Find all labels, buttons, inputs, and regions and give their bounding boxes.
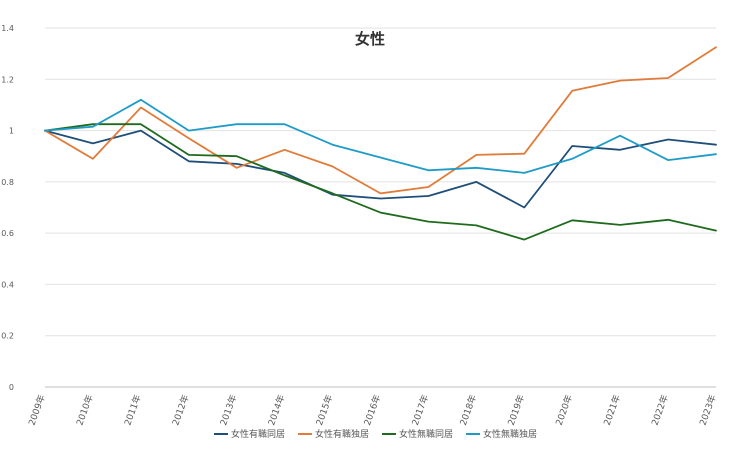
x-tick-label: 2014年 xyxy=(265,393,287,427)
x-tick-label: 2020年 xyxy=(553,393,575,427)
y-tick-label: 1.2 xyxy=(1,75,14,84)
x-tick-label: 2009年 xyxy=(26,393,48,427)
y-tick-label: 0.4 xyxy=(1,280,14,289)
x-axis-ticks: 2009年 2010年 2011年 2012年 2013年 2014年 2015年 2016年… xyxy=(26,393,719,427)
x-tick-label: 2016年 xyxy=(361,393,383,427)
legend: 女性有職同居 女性有職独居 女性無職同居 女性無職独居 xyxy=(214,428,537,440)
y-tick-label: 1 xyxy=(9,127,14,136)
x-tick-label: 2015年 xyxy=(313,393,335,427)
y-tick-label: 0.8 xyxy=(1,178,14,187)
series-line-3 xyxy=(44,98,717,174)
x-tick-label: 2013年 xyxy=(217,393,239,427)
x-tick-label: 2023年 xyxy=(697,393,719,427)
y-tick-label: 0.2 xyxy=(1,332,14,341)
chart-title: 女性 xyxy=(355,30,385,48)
legend-label: 女性有職同居 xyxy=(231,428,285,440)
x-tick-label: 2019年 xyxy=(505,393,527,427)
legend-label: 女性有職独居 xyxy=(315,428,369,440)
y-tick-label: 1.4 xyxy=(1,24,14,33)
series-line-0 xyxy=(44,129,717,209)
series-line-2 xyxy=(44,123,717,241)
y-tick-label: 0.6 xyxy=(1,229,14,238)
x-tick-label: 2021年 xyxy=(601,393,623,427)
x-tick-label: 2018年 xyxy=(457,393,479,427)
x-tick-label: 2012年 xyxy=(169,393,191,427)
y-tick-label: 0 xyxy=(9,383,14,392)
x-tick-label: 2011年 xyxy=(121,393,143,427)
y-axis-ticks: 0 0.2 0.4 0.6 0.8 1 1.2 1.4 xyxy=(1,24,14,392)
legend-label: 女性無職独居 xyxy=(483,428,537,440)
x-tick-label: 2010年 xyxy=(74,393,96,427)
series-lines xyxy=(44,46,717,241)
x-tick-label: 2022年 xyxy=(649,393,671,427)
series-line-1 xyxy=(44,46,717,195)
x-tick-label: 2017年 xyxy=(409,393,431,427)
gridlines xyxy=(45,27,716,388)
legend-label: 女性無職同居 xyxy=(399,428,453,440)
